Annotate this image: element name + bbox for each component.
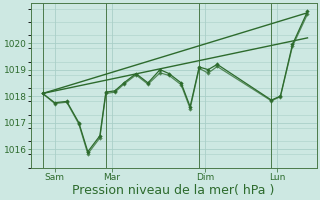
X-axis label: Pression niveau de la mer( hPa ): Pression niveau de la mer( hPa ) (72, 184, 275, 197)
